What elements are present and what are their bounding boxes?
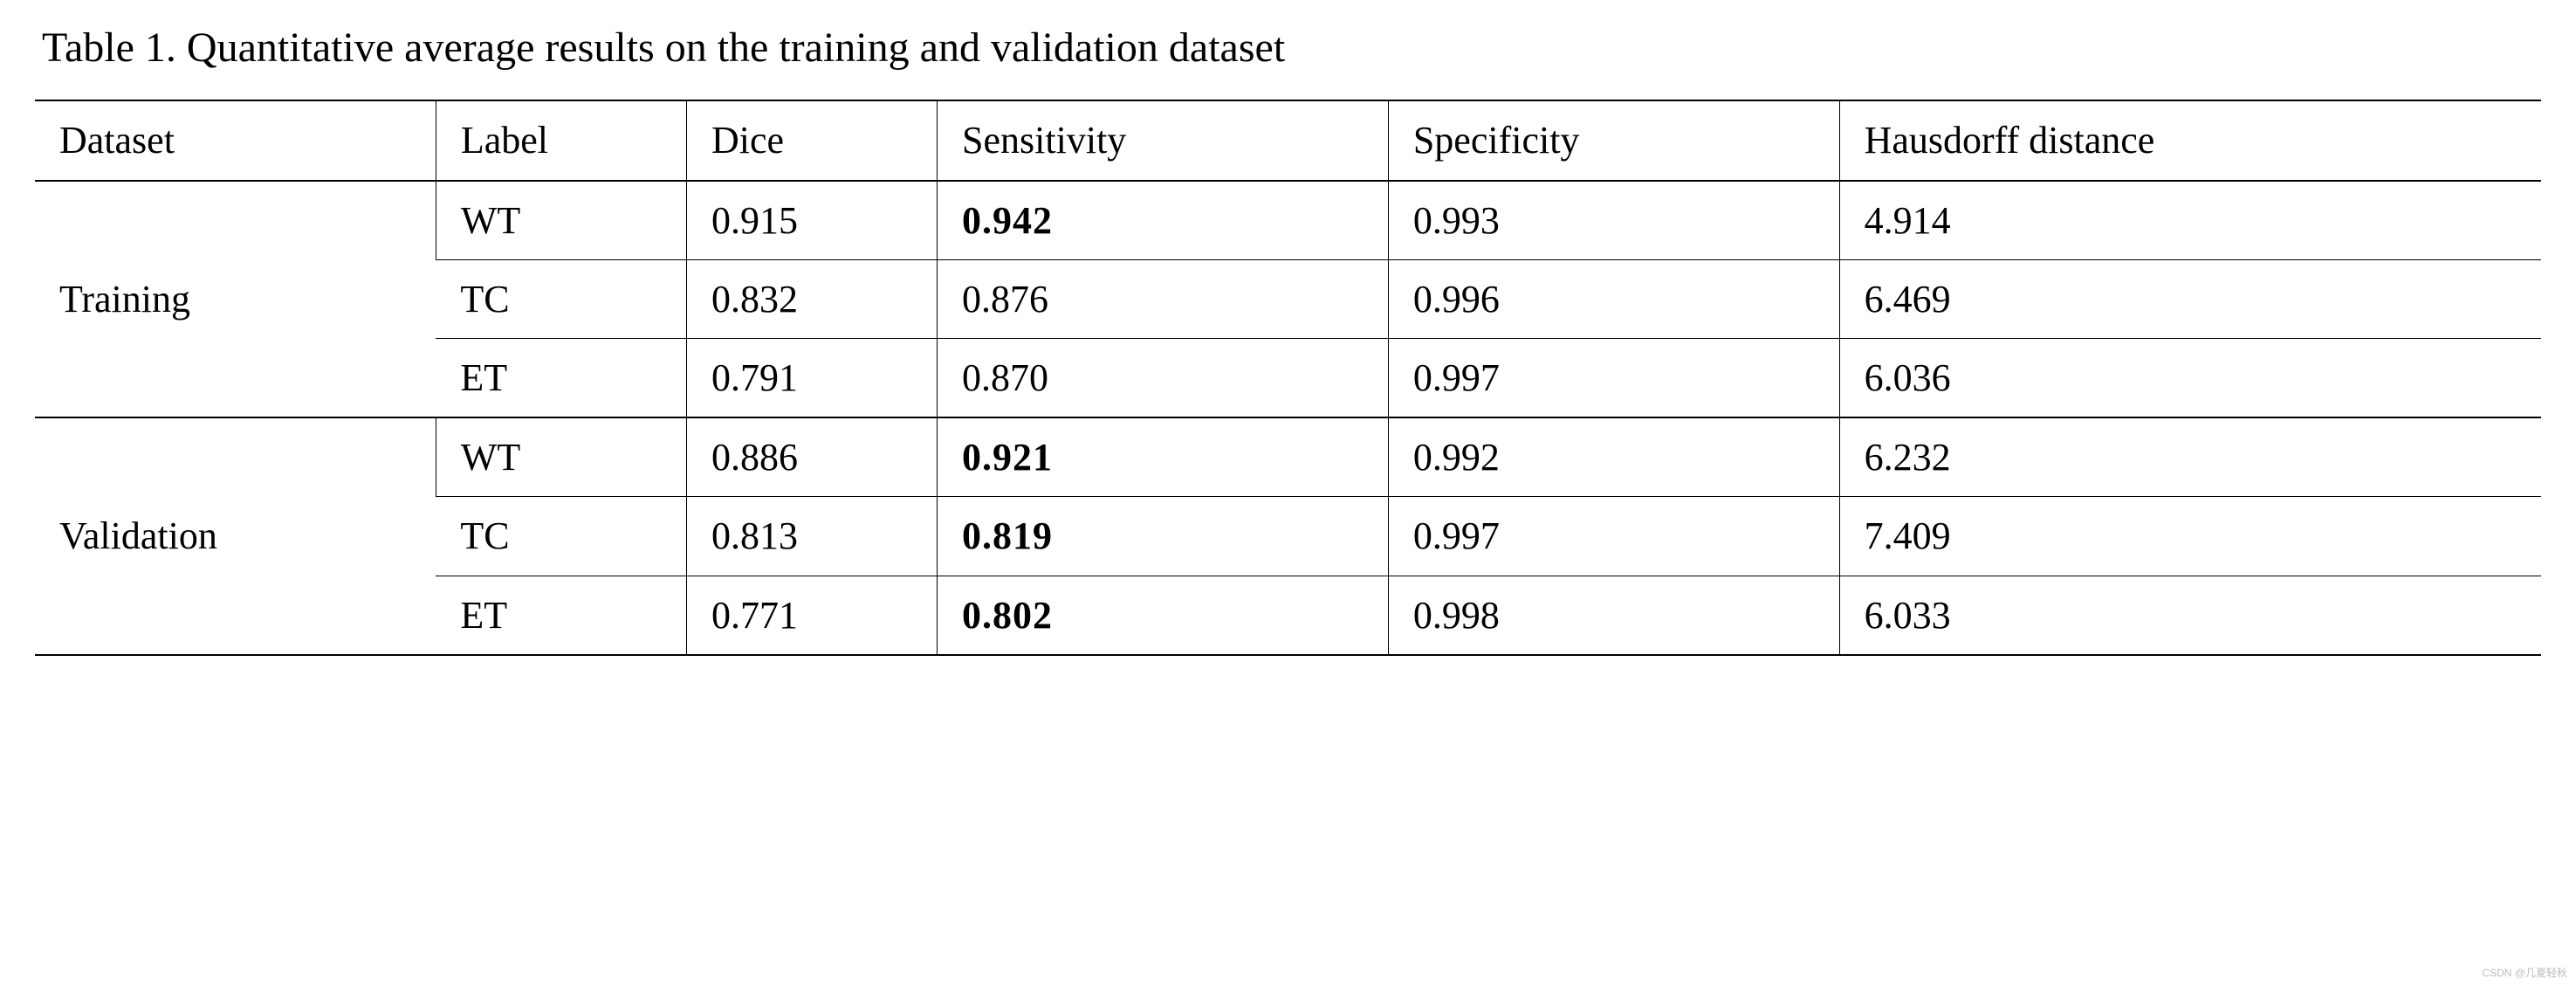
cell-dataset: Validation [35,417,436,655]
cell-sensitivity: 0.942 [938,181,1389,260]
header-hausdorff: Hausdorff distance [1839,100,2541,180]
cell-label: WT [436,181,686,260]
cell-label: TC [436,259,686,338]
cell-dice: 0.886 [686,417,937,497]
cell-dice: 0.813 [686,497,937,576]
cell-label: ET [436,338,686,417]
cell-dataset: Training [35,181,436,418]
table-body: TrainingWT0.9150.9420.9934.914TC0.8320.8… [35,181,2541,655]
table-row: TrainingWT0.9150.9420.9934.914 [35,181,2541,260]
header-dataset: Dataset [35,100,436,180]
cell-label: TC [436,497,686,576]
cell-hausdorff-distance: 7.409 [1839,497,2541,576]
table-caption: Table 1. Quantitative average results on… [35,21,2541,75]
cell-sensitivity: 0.921 [938,417,1389,497]
cell-dice: 0.771 [686,576,937,655]
table-header-row: Dataset Label Dice Sensitivity Specifici… [35,100,2541,180]
cell-dice: 0.832 [686,259,937,338]
watermark-text: CSDN @几夏轻秋 [2482,967,2567,981]
cell-hausdorff-distance: 6.033 [1839,576,2541,655]
cell-specificity: 0.996 [1388,259,1839,338]
cell-sensitivity: 0.876 [938,259,1389,338]
cell-hausdorff-distance: 6.232 [1839,417,2541,497]
table-row: ValidationWT0.8860.9210.9926.232 [35,417,2541,497]
header-sensitivity: Sensitivity [938,100,1389,180]
cell-sensitivity: 0.870 [938,338,1389,417]
cell-hausdorff-distance: 6.036 [1839,338,2541,417]
cell-hausdorff-distance: 6.469 [1839,259,2541,338]
cell-dice: 0.791 [686,338,937,417]
header-dice: Dice [686,100,937,180]
cell-specificity: 0.997 [1388,497,1839,576]
cell-label: ET [436,576,686,655]
cell-specificity: 0.997 [1388,338,1839,417]
header-label: Label [436,100,686,180]
cell-label: WT [436,417,686,497]
header-specificity: Specificity [1388,100,1839,180]
cell-hausdorff-distance: 4.914 [1839,181,2541,260]
cell-specificity: 0.998 [1388,576,1839,655]
results-table: Dataset Label Dice Sensitivity Specifici… [35,100,2541,655]
cell-dice: 0.915 [686,181,937,260]
cell-specificity: 0.993 [1388,181,1839,260]
cell-sensitivity: 0.819 [938,497,1389,576]
cell-sensitivity: 0.802 [938,576,1389,655]
cell-specificity: 0.992 [1388,417,1839,497]
